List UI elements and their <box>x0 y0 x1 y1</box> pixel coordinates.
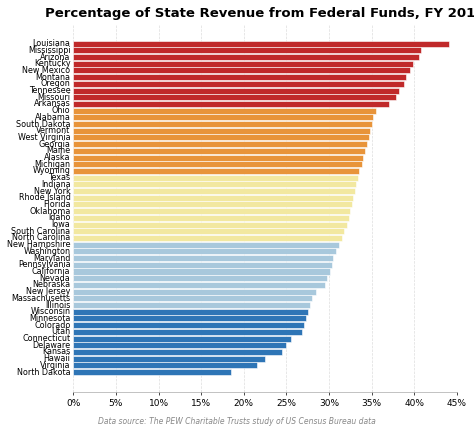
Text: Data source: The PEW Charitable Trusts study of US Census Bureau data: Data source: The PEW Charitable Trusts s… <box>98 417 376 426</box>
Bar <box>73 67 410 73</box>
Bar <box>73 349 282 355</box>
Bar <box>73 61 413 67</box>
Bar <box>73 87 399 94</box>
Bar <box>73 362 256 368</box>
Bar <box>73 309 308 315</box>
Bar <box>73 40 448 46</box>
Bar <box>73 201 352 207</box>
Bar <box>73 295 312 301</box>
Bar <box>73 322 303 328</box>
Bar <box>73 282 325 288</box>
Title: Percentage of State Revenue from Federal Funds, FY 2015: Percentage of State Revenue from Federal… <box>46 7 474 20</box>
Bar <box>73 356 265 362</box>
Bar <box>73 114 374 121</box>
Bar <box>73 121 372 127</box>
Bar <box>73 315 306 322</box>
Bar <box>73 369 231 375</box>
Bar <box>73 175 358 181</box>
Bar <box>73 101 389 107</box>
Bar <box>73 155 363 161</box>
Bar <box>73 228 345 234</box>
Bar <box>73 342 286 348</box>
Bar <box>73 215 349 221</box>
Bar <box>73 47 421 53</box>
Bar <box>73 128 370 134</box>
Bar <box>73 188 355 194</box>
Bar <box>73 275 328 281</box>
Bar <box>73 255 333 261</box>
Bar <box>73 302 310 308</box>
Bar <box>73 81 404 87</box>
Bar <box>73 242 339 248</box>
Bar <box>73 148 365 154</box>
Bar <box>73 181 356 187</box>
Bar <box>73 108 376 114</box>
Bar <box>73 336 291 342</box>
Bar <box>73 329 302 335</box>
Bar <box>73 161 362 167</box>
Bar <box>73 74 406 80</box>
Bar <box>73 135 369 141</box>
Bar <box>73 94 396 100</box>
Bar <box>73 54 419 60</box>
Bar <box>73 268 330 274</box>
Bar <box>73 235 342 241</box>
Bar <box>73 262 332 268</box>
Bar <box>73 168 359 174</box>
Bar <box>73 288 316 295</box>
Bar <box>73 222 347 227</box>
Bar <box>73 195 353 201</box>
Bar <box>73 248 336 254</box>
Bar <box>73 141 367 147</box>
Bar <box>73 208 350 214</box>
